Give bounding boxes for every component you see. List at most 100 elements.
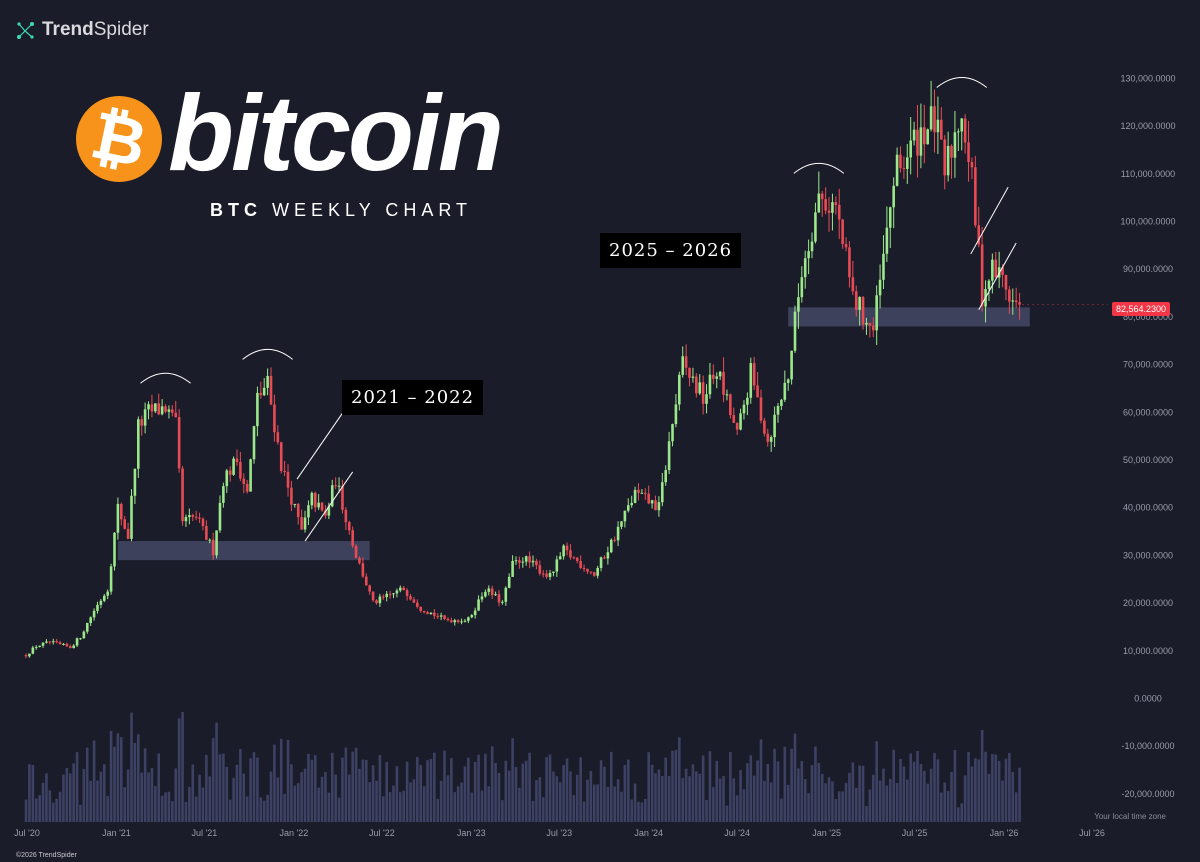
volume-bar [729, 752, 732, 822]
candle-body [89, 617, 92, 623]
volume-bar [473, 761, 477, 822]
volume-bar [395, 766, 399, 822]
candle-body [650, 500, 654, 504]
volume-bar [974, 758, 977, 822]
volume-bar [364, 759, 368, 822]
candle-body [643, 492, 647, 494]
brand-name-rest: Spider [93, 19, 149, 40]
candle-body [310, 492, 314, 506]
volume-bar [194, 796, 198, 822]
volume-bar [892, 749, 895, 822]
candles [24, 80, 1021, 659]
volume-bar [521, 763, 525, 822]
volume-bar [412, 779, 416, 822]
candle-body [909, 140, 912, 158]
period-label-2025-2026: 2025 – 2026 [600, 233, 742, 268]
candle-body [647, 493, 650, 504]
support-zone [117, 541, 370, 561]
candle-body [439, 615, 443, 617]
candle-body [419, 606, 423, 612]
candle-body [109, 566, 113, 592]
candle-body [296, 504, 300, 518]
volume-bar [793, 733, 797, 822]
volume-bar [48, 790, 52, 822]
candle-body [252, 426, 256, 460]
volume-bar [211, 738, 215, 822]
volume-bar [997, 760, 1001, 822]
volume-bar [460, 782, 463, 822]
candle-body [378, 596, 382, 604]
candle-body [276, 432, 280, 443]
volume-bar [572, 795, 576, 822]
volume-bar [603, 766, 606, 822]
candle-body [330, 485, 334, 507]
volume-bar [96, 780, 99, 822]
candle-body [793, 311, 797, 351]
volume-bar [991, 754, 994, 822]
volume-bar [596, 784, 599, 822]
candle-body [232, 458, 235, 475]
volume-bar [58, 791, 62, 822]
volume-bar [31, 765, 35, 822]
volume-bar [548, 754, 552, 822]
candle-body [667, 441, 671, 471]
volume-bar [701, 755, 705, 822]
volume-bar [273, 744, 276, 822]
volume-bar [191, 764, 195, 822]
candle-body [157, 403, 161, 415]
volume-bar [994, 754, 998, 822]
volume-bar [504, 760, 508, 822]
volume-bar [895, 783, 899, 822]
volume-bar [228, 799, 232, 822]
volume-bar [654, 773, 657, 822]
volume-bar [347, 774, 351, 822]
candle-body [504, 587, 508, 602]
candle-body [630, 502, 633, 506]
volume-bar [188, 786, 191, 822]
volume-bar [463, 766, 467, 822]
candle-body [147, 404, 150, 410]
candle-body [399, 587, 402, 591]
volume-bar [205, 754, 208, 822]
candle-body [970, 161, 974, 168]
candle-body [79, 638, 82, 640]
y-tick-label: 20,000.0000 [1123, 598, 1173, 608]
candle-body [1001, 267, 1004, 276]
volume-bar [296, 783, 300, 822]
candle-body [303, 517, 307, 530]
volume-bar [55, 798, 58, 822]
candle-body [797, 297, 800, 312]
volume-bar [667, 776, 671, 822]
volume-bar [429, 758, 433, 822]
volume-bar [303, 768, 307, 822]
candle-body [929, 106, 933, 130]
volume-bar [34, 798, 38, 822]
candle-body [521, 561, 525, 563]
bitcoin-logo: ₿ bitcoin BTC WEEKLY CHART [76, 73, 506, 228]
last-price-tag: 82,564.2300 [1112, 302, 1171, 316]
candle-body [467, 617, 470, 621]
volume-bar [749, 755, 753, 822]
y-tick-label: 130,000.0000 [1120, 73, 1175, 83]
volume-bar [45, 773, 48, 822]
candle-body [222, 486, 225, 503]
volume-bar [552, 771, 555, 822]
volume-bar [844, 782, 848, 822]
candle-body [266, 375, 269, 388]
volume-bar [75, 752, 79, 822]
candle-body [674, 404, 678, 425]
volume-bar [62, 774, 65, 822]
candle-body [337, 485, 341, 487]
candle-body [827, 210, 831, 213]
candle-body [541, 573, 545, 575]
candle-body [460, 621, 463, 623]
volume-bar [861, 765, 865, 822]
volume-bar [184, 802, 188, 822]
candle-body [807, 251, 810, 259]
candle-body [184, 517, 188, 522]
candle-body [926, 129, 930, 145]
candle-body [565, 545, 569, 551]
candle-body [99, 600, 103, 605]
candle-body [201, 518, 205, 526]
